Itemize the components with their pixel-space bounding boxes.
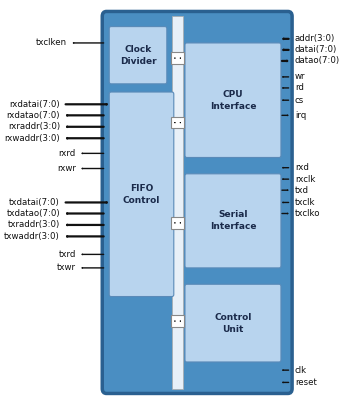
Text: rxdatai(7:0): rxdatai(7:0) <box>9 100 60 109</box>
FancyBboxPatch shape <box>109 92 174 297</box>
Text: FIFO
Control: FIFO Control <box>123 184 160 204</box>
Text: Control
Unit: Control Unit <box>214 313 252 333</box>
Text: wr: wr <box>295 72 305 81</box>
Text: clk: clk <box>295 366 307 375</box>
Text: rxrd: rxrd <box>59 149 76 158</box>
Text: Clock
Divider: Clock Divider <box>120 45 156 65</box>
Text: txdatao(7:0): txdatao(7:0) <box>6 209 60 218</box>
Text: rxwaddr(3:0): rxwaddr(3:0) <box>5 134 60 143</box>
Text: datai(7:0): datai(7:0) <box>295 45 337 54</box>
Text: CPU
Interface: CPU Interface <box>210 90 256 110</box>
Text: rd: rd <box>295 83 304 92</box>
Text: txwaddr(3:0): txwaddr(3:0) <box>4 232 60 241</box>
Text: rxd: rxd <box>295 163 309 172</box>
FancyBboxPatch shape <box>185 284 281 362</box>
Text: irq: irq <box>295 111 306 120</box>
Text: txclko: txclko <box>295 209 320 218</box>
Bar <box>171 315 184 327</box>
Text: txwr: txwr <box>57 263 76 272</box>
Text: txrd: txrd <box>58 250 76 259</box>
Text: rxdatao(7:0): rxdatao(7:0) <box>7 111 60 120</box>
Bar <box>171 217 184 229</box>
FancyBboxPatch shape <box>185 43 281 157</box>
Text: txraddr(3:0): txraddr(3:0) <box>8 220 60 229</box>
FancyBboxPatch shape <box>109 27 167 84</box>
Text: rxraddr(3:0): rxraddr(3:0) <box>8 122 60 131</box>
Bar <box>172 16 183 389</box>
FancyBboxPatch shape <box>185 174 281 268</box>
Bar <box>171 117 184 128</box>
Text: txclken: txclken <box>36 38 67 47</box>
Text: rxclk: rxclk <box>295 175 315 184</box>
Text: cs: cs <box>295 96 304 105</box>
Bar <box>171 52 184 64</box>
Text: Serial
Interface: Serial Interface <box>210 211 256 231</box>
Text: txd: txd <box>295 186 309 195</box>
FancyBboxPatch shape <box>102 11 292 393</box>
Text: datao(7:0): datao(7:0) <box>295 56 340 65</box>
Text: addr(3:0): addr(3:0) <box>295 34 335 43</box>
Text: txclk: txclk <box>295 198 315 207</box>
Text: rxwr: rxwr <box>57 164 76 173</box>
Text: reset: reset <box>295 378 317 387</box>
Text: txdatai(7:0): txdatai(7:0) <box>9 198 60 207</box>
